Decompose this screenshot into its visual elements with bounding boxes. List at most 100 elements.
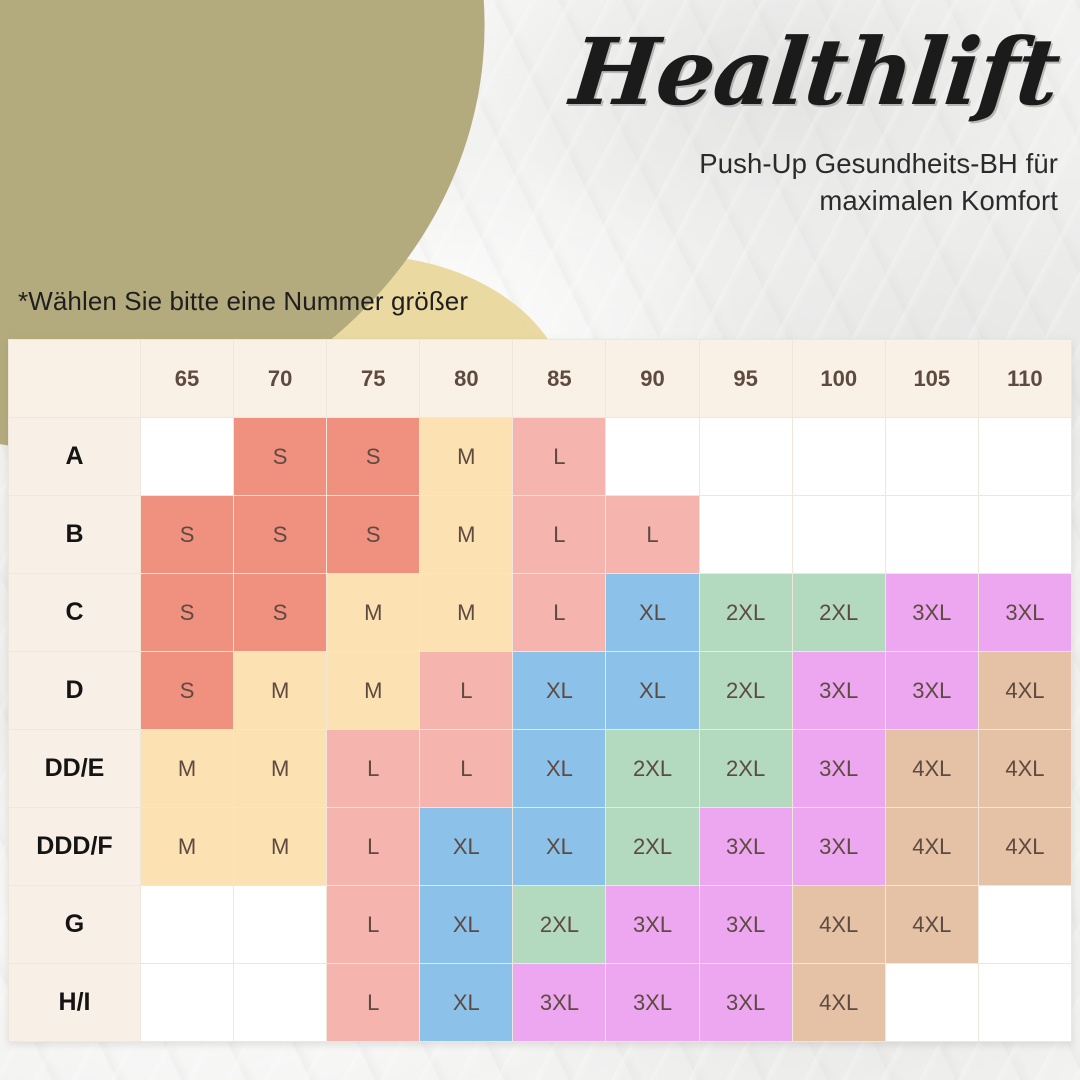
size-cell-empty <box>884 963 979 1042</box>
size-cell: S <box>233 573 328 652</box>
size-cell: S <box>139 495 235 574</box>
table-row: DDD/F M M L XL XL 2XL 3XL 3XL 4XL 4XL <box>8 807 1073 886</box>
size-cell: L <box>326 885 421 964</box>
size-cell: 4XL <box>977 651 1073 730</box>
size-cell: XL <box>605 651 700 730</box>
row-header-B: B <box>8 495 141 574</box>
size-cell-empty <box>977 495 1073 574</box>
brand-subtitle: Push-Up Gesundheits-BH für maximalen Kom… <box>418 146 1058 219</box>
size-cell-empty <box>977 885 1073 964</box>
size-cell: S <box>139 651 235 730</box>
size-cell: XL <box>419 885 514 964</box>
size-cell: 4XL <box>791 885 886 964</box>
size-cell: 4XL <box>884 885 979 964</box>
size-cell-empty <box>791 417 886 496</box>
size-cell: 3XL <box>791 651 886 730</box>
table-row: G L XL 2XL 3XL 3XL 4XL 4XL <box>8 885 1073 964</box>
column-header-110: 110 <box>977 339 1073 418</box>
column-header-95: 95 <box>698 339 793 418</box>
size-cell-empty <box>884 495 979 574</box>
size-cell: 3XL <box>698 885 793 964</box>
row-header-G: G <box>8 885 141 964</box>
size-cell: M <box>233 651 328 730</box>
size-cell: 4XL <box>884 729 979 808</box>
table-body: A S S M L B S S S M L L C S S M M L XL 2XL 2XL 3XL 3XL D S M M L XL X… <box>8 417 1073 1042</box>
size-cell: M <box>139 807 235 886</box>
size-cell-empty <box>884 417 979 496</box>
size-cell: 3XL <box>884 573 979 652</box>
table-row: D S M M L XL XL 2XL 3XL 3XL 4XL <box>8 651 1073 730</box>
size-cell: 4XL <box>791 963 886 1042</box>
size-cell: 2XL <box>698 729 793 808</box>
table-header-row: 65 70 75 80 85 90 95 100 105 110 <box>8 339 1073 418</box>
size-cell: 3XL <box>791 729 886 808</box>
size-cell: L <box>512 573 607 652</box>
size-advice-note: *Wählen Sie bitte eine Nummer größer <box>18 286 469 316</box>
size-cell: 3XL <box>977 573 1073 652</box>
size-cell: XL <box>419 963 514 1042</box>
row-header-D: D <box>8 651 141 730</box>
size-cell: 2XL <box>698 573 793 652</box>
size-cell: M <box>326 573 421 652</box>
size-cell: 3XL <box>605 885 700 964</box>
column-header-75: 75 <box>326 339 421 418</box>
brand-title: Healthlift <box>565 18 1064 126</box>
size-cell: L <box>512 417 607 496</box>
column-header-80: 80 <box>419 339 514 418</box>
size-cell: 3XL <box>512 963 607 1042</box>
size-cell: S <box>326 417 421 496</box>
size-cell: M <box>233 807 328 886</box>
size-cell-empty <box>139 963 235 1042</box>
size-cell: 2XL <box>512 885 607 964</box>
size-cell-empty <box>139 885 235 964</box>
size-cell: 4XL <box>884 807 979 886</box>
size-cell: S <box>233 417 328 496</box>
size-cell: L <box>419 729 514 808</box>
size-cell: M <box>419 417 514 496</box>
size-cell: S <box>233 495 328 574</box>
subtitle-line-1: Push-Up Gesundheits-BH für <box>699 148 1058 179</box>
size-cell: M <box>139 729 235 808</box>
row-header-C: C <box>8 573 141 652</box>
size-cell: 3XL <box>698 963 793 1042</box>
size-cell-empty <box>977 417 1073 496</box>
table-row: H/I L XL 3XL 3XL 3XL 4XL <box>8 963 1073 1042</box>
size-cell: 2XL <box>791 573 886 652</box>
size-cell: L <box>512 495 607 574</box>
size-cell: 2XL <box>605 807 700 886</box>
size-cell-empty <box>233 885 328 964</box>
column-header-100: 100 <box>791 339 886 418</box>
size-cell: XL <box>512 807 607 886</box>
row-header-DD-E: DD/E <box>8 729 141 808</box>
table-row: C S S M M L XL 2XL 2XL 3XL 3XL <box>8 573 1073 652</box>
size-cell: S <box>139 573 235 652</box>
size-cell: 3XL <box>605 963 700 1042</box>
size-cell: 3XL <box>884 651 979 730</box>
header: Healthlift Push-Up Gesundheits-BH für ma… <box>418 18 1064 219</box>
column-header-85: 85 <box>512 339 607 418</box>
subtitle-line-2: maximalen Komfort <box>819 184 1058 216</box>
row-header-A: A <box>8 417 141 496</box>
size-cell: XL <box>512 729 607 808</box>
size-cell: M <box>419 495 514 574</box>
size-cell: 3XL <box>698 807 793 886</box>
size-cell: 4XL <box>977 807 1073 886</box>
size-cell: M <box>419 573 514 652</box>
size-cell-empty <box>977 963 1073 1042</box>
size-cell: L <box>419 651 514 730</box>
size-cell: 2XL <box>605 729 700 808</box>
size-cell-empty <box>139 417 235 496</box>
table-row: DD/E M M L L XL 2XL 2XL 3XL 4XL 4XL <box>8 729 1073 808</box>
size-cell-empty <box>791 495 886 574</box>
size-cell: L <box>326 729 421 808</box>
size-cell: L <box>326 807 421 886</box>
row-header-DDD-F: DDD/F <box>8 807 141 886</box>
row-header-H-I: H/I <box>8 963 141 1042</box>
size-cell: S <box>326 495 421 574</box>
size-cell-empty <box>605 417 700 496</box>
table-corner-cell <box>8 339 141 418</box>
